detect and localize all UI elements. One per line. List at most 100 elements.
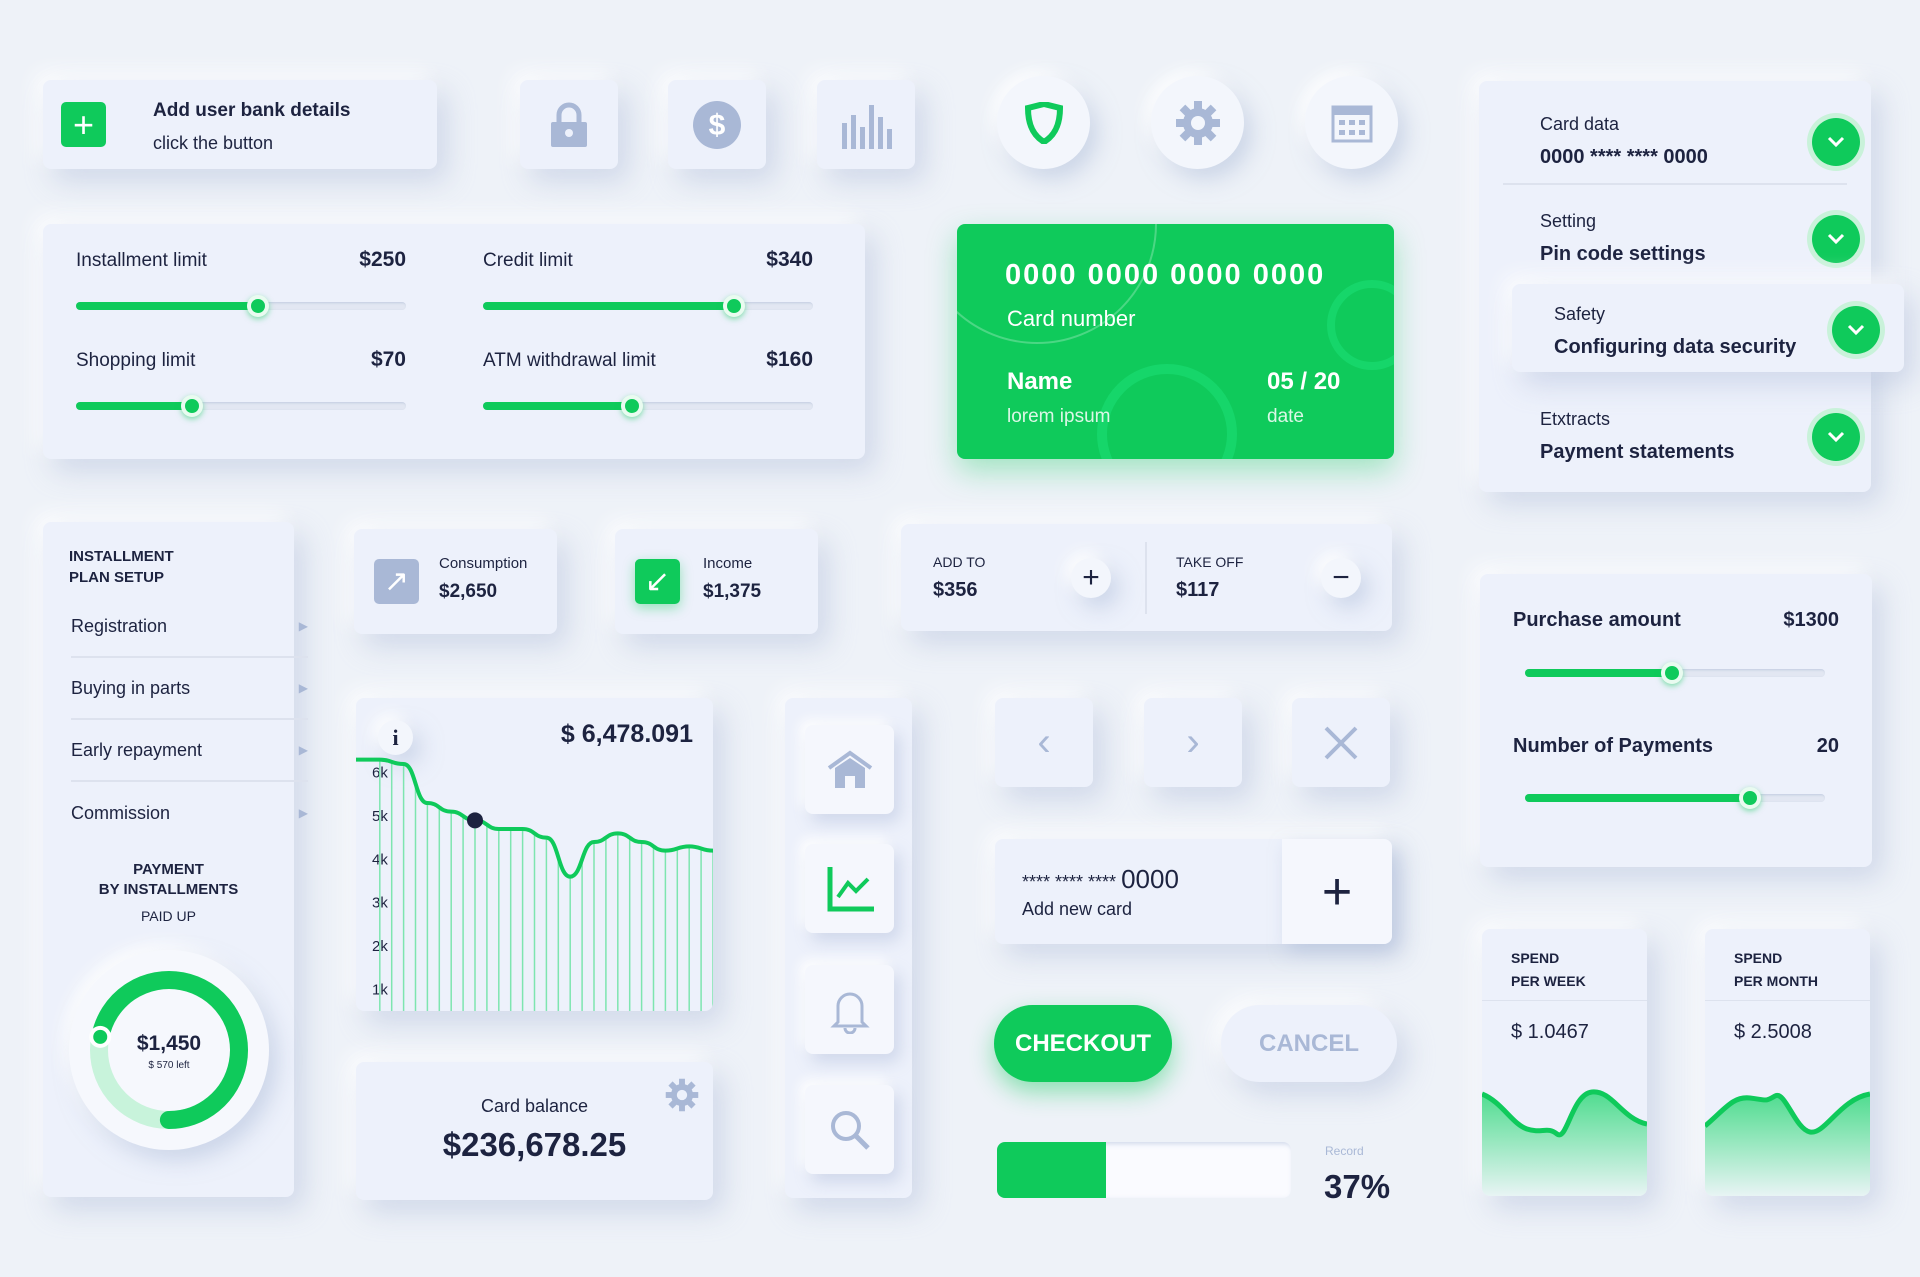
take-off-value: $117 xyxy=(1176,579,1220,601)
installment-panel: INSTALLMENT PLAN SETUP Registration ▶ Buyin… xyxy=(43,522,308,1197)
slider-handle[interactable] xyxy=(620,395,643,417)
gear-icon[interactable] xyxy=(665,1078,699,1112)
limit-label: Installment limit xyxy=(76,250,207,271)
nav-column xyxy=(785,698,912,1198)
slider-handle[interactable] xyxy=(722,295,745,317)
payment-title-line: PAYMENT xyxy=(133,861,204,878)
info-button[interactable]: i xyxy=(378,720,413,755)
arrow-up-right-icon: ↗ xyxy=(374,559,419,604)
next-button[interactable]: › xyxy=(1144,698,1242,787)
add-card-button[interactable]: + xyxy=(1282,839,1392,944)
expand-button[interactable] xyxy=(1812,118,1860,166)
accordion-item-title: Safety xyxy=(1554,304,1606,324)
spend-month-card: SPEND PER MONTH $ 2.5008 xyxy=(1705,929,1870,1196)
limit-value: $340 xyxy=(766,248,813,271)
limits-panel: Installment limit $250 Credit limit $340… xyxy=(43,224,865,459)
accordion-item-value: 0000 **** **** 0000 xyxy=(1540,146,1708,168)
slider-handle[interactable] xyxy=(246,295,269,317)
caret-right-icon: ▶ xyxy=(298,743,308,757)
accordion-item[interactable]: Safety Configuring data security xyxy=(1512,284,1904,372)
paid-up-label: PAID UP xyxy=(141,908,196,924)
stats-button[interactable] xyxy=(817,80,915,169)
consumption-card: ↗ Consumption $2,650 xyxy=(354,529,557,634)
menu-item[interactable]: Commission ▶ xyxy=(71,782,308,844)
chevron-down-icon xyxy=(1847,324,1865,336)
calendar-button[interactable] xyxy=(1305,76,1398,169)
limit-slider[interactable] xyxy=(483,295,813,317)
installment-donut: $1,450 $ 570 left xyxy=(69,950,269,1150)
spend-title-line: PER MONTH xyxy=(1734,973,1818,989)
notifications-button[interactable] xyxy=(805,965,894,1054)
limit-label: Shopping limit xyxy=(76,350,196,371)
menu-item-label: Buying in parts xyxy=(71,677,191,698)
spend-month-value: $ 2.5008 xyxy=(1734,1021,1812,1043)
bank-card[interactable]: 0000 0000 0000 0000 Card number Name lor… xyxy=(957,224,1394,459)
lock-button[interactable] xyxy=(520,80,618,169)
consumption-value: $2,650 xyxy=(439,581,498,602)
bar-chart-icon xyxy=(842,104,892,149)
consumption-label: Consumption xyxy=(439,555,528,572)
settings-button[interactable] xyxy=(1151,76,1244,169)
purchase-slider[interactable] xyxy=(1525,662,1825,684)
chevron-right-icon: › xyxy=(1186,720,1200,764)
svg-text:$: $ xyxy=(709,109,726,142)
accordion-item-title: Card data xyxy=(1540,114,1620,134)
slider-handle[interactable] xyxy=(1661,662,1683,684)
expand-button[interactable] xyxy=(1832,306,1880,354)
record-progress-bar xyxy=(997,1142,1291,1198)
analytics-button[interactable] xyxy=(805,844,894,933)
expand-button[interactable] xyxy=(1812,215,1860,263)
home-button[interactable] xyxy=(805,725,894,814)
checkout-button[interactable]: CHECKOUT xyxy=(994,1005,1172,1082)
donut-left: $ 570 left xyxy=(148,1060,190,1071)
accordion-item[interactable]: Etxtracts Payment statements xyxy=(1479,376,1871,472)
accordion-item-title: Setting xyxy=(1540,211,1597,231)
menu-item-label: Early repayment xyxy=(71,739,203,760)
payments-slider[interactable] xyxy=(1525,787,1825,809)
arrow-down-left-icon: ↙ xyxy=(635,559,680,604)
accordion-item[interactable]: Card data 0000 **** **** 0000 xyxy=(1479,81,1871,177)
limit-value: $70 xyxy=(370,348,406,371)
add-button[interactable]: + xyxy=(1071,558,1111,598)
card-decoration xyxy=(1097,364,1237,459)
slider-handle[interactable] xyxy=(180,395,203,417)
expand-button[interactable] xyxy=(1812,413,1860,461)
progress-fill xyxy=(997,1142,1106,1198)
spend-week-card: SPEND PER WEEK $ 1.0467 xyxy=(1482,929,1647,1196)
donut-chart xyxy=(89,971,248,1129)
search-button[interactable] xyxy=(805,1085,894,1174)
spend-month-sparkline xyxy=(1705,1091,1870,1196)
previous-button[interactable]: ‹ xyxy=(995,698,1093,787)
chart-highlight-point[interactable] xyxy=(467,812,483,829)
shield-button[interactable] xyxy=(997,76,1090,169)
slider-fill xyxy=(76,302,258,310)
menu-item[interactable]: Registration ▶ xyxy=(71,596,308,658)
installment-title-line: PLAN SETUP xyxy=(69,569,165,586)
spend-title-line: SPEND xyxy=(1511,950,1560,966)
record-label: Record xyxy=(1325,1144,1364,1158)
menu-item[interactable]: Buying in parts ▶ xyxy=(71,658,308,720)
menu-item-label: Registration xyxy=(71,615,168,636)
subtract-button[interactable]: − xyxy=(1321,558,1361,598)
add-new-card-label: Add new card xyxy=(1022,899,1133,919)
accordion-item[interactable]: Setting Pin code settings xyxy=(1479,178,1871,274)
caret-right-icon: ▶ xyxy=(298,806,308,820)
cancel-button[interactable]: CANCEL xyxy=(1221,1005,1397,1082)
limit-value: $160 xyxy=(766,348,813,371)
spend-week-title: SPEND PER WEEK xyxy=(1511,947,1586,993)
card-balance-card: Card balance $236,678.25 xyxy=(356,1062,713,1200)
menu-item[interactable]: Early repayment ▶ xyxy=(71,720,308,782)
calendar-icon xyxy=(1331,105,1372,142)
limit-slider[interactable] xyxy=(76,295,406,317)
close-button[interactable] xyxy=(1292,698,1390,787)
add-user-button[interactable]: + xyxy=(61,102,106,147)
dollar-button[interactable]: $ xyxy=(668,80,766,169)
spend-title-line: PER WEEK xyxy=(1511,973,1586,989)
masked-digits: **** **** **** xyxy=(1022,872,1117,892)
income-label: Income xyxy=(703,555,753,572)
chevron-down-icon xyxy=(1827,233,1845,245)
limit-slider[interactable] xyxy=(483,395,813,417)
slider-handle[interactable] xyxy=(1739,787,1761,809)
limit-slider[interactable] xyxy=(76,395,406,417)
